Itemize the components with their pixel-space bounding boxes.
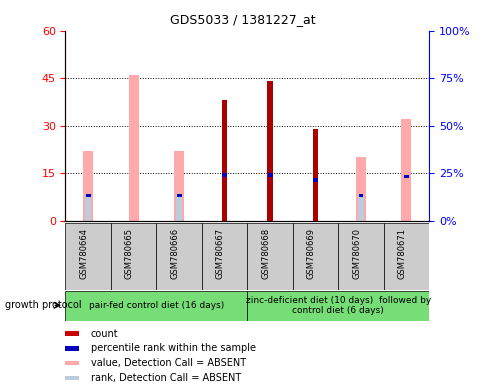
Bar	[338, 223, 383, 290]
Bar	[156, 223, 201, 290]
Bar	[355, 157, 365, 221]
Text: GSM780670: GSM780670	[351, 228, 360, 279]
Bar	[174, 151, 184, 221]
Bar	[65, 361, 79, 365]
Bar	[247, 223, 292, 290]
Bar	[201, 223, 247, 290]
Text: GDS5033 / 1381227_at: GDS5033 / 1381227_at	[169, 13, 315, 26]
Bar	[358, 194, 363, 197]
Text: GSM780669: GSM780669	[306, 228, 315, 279]
Bar	[292, 223, 338, 290]
Text: pair-fed control diet (16 days): pair-fed control diet (16 days)	[89, 301, 224, 310]
Text: zinc-deficient diet (10 days)  followed by
control diet (6 days): zinc-deficient diet (10 days) followed b…	[245, 296, 430, 315]
Bar	[85, 195, 91, 221]
Text: GSM780665: GSM780665	[124, 228, 134, 279]
Text: rank, Detection Call = ABSENT: rank, Detection Call = ABSENT	[91, 373, 241, 383]
Bar	[65, 291, 247, 321]
Bar	[267, 173, 272, 177]
Bar	[401, 119, 410, 221]
Text: value, Detection Call = ABSENT: value, Detection Call = ABSENT	[91, 358, 245, 368]
Bar	[176, 195, 182, 221]
Bar	[65, 331, 79, 336]
Bar	[383, 223, 428, 290]
Bar	[111, 223, 156, 290]
Bar	[65, 346, 79, 351]
Bar	[65, 376, 79, 380]
Bar	[403, 175, 408, 178]
Text: GSM780666: GSM780666	[170, 228, 179, 279]
Bar	[86, 194, 91, 197]
Text: count: count	[91, 329, 118, 339]
Text: GSM780668: GSM780668	[260, 228, 270, 279]
Bar	[221, 101, 227, 221]
Text: GSM780667: GSM780667	[215, 228, 224, 279]
Bar	[358, 195, 363, 221]
Bar	[312, 129, 318, 221]
Bar	[222, 173, 227, 177]
Bar	[267, 81, 272, 221]
Bar	[313, 178, 318, 182]
Bar	[83, 151, 93, 221]
Bar	[176, 194, 181, 197]
Bar	[247, 291, 428, 321]
Text: growth protocol: growth protocol	[5, 300, 81, 310]
Text: GSM780664: GSM780664	[79, 228, 88, 279]
Text: percentile rank within the sample: percentile rank within the sample	[91, 343, 256, 353]
Bar	[65, 223, 111, 290]
Text: GSM780671: GSM780671	[397, 228, 406, 279]
Bar	[128, 75, 138, 221]
